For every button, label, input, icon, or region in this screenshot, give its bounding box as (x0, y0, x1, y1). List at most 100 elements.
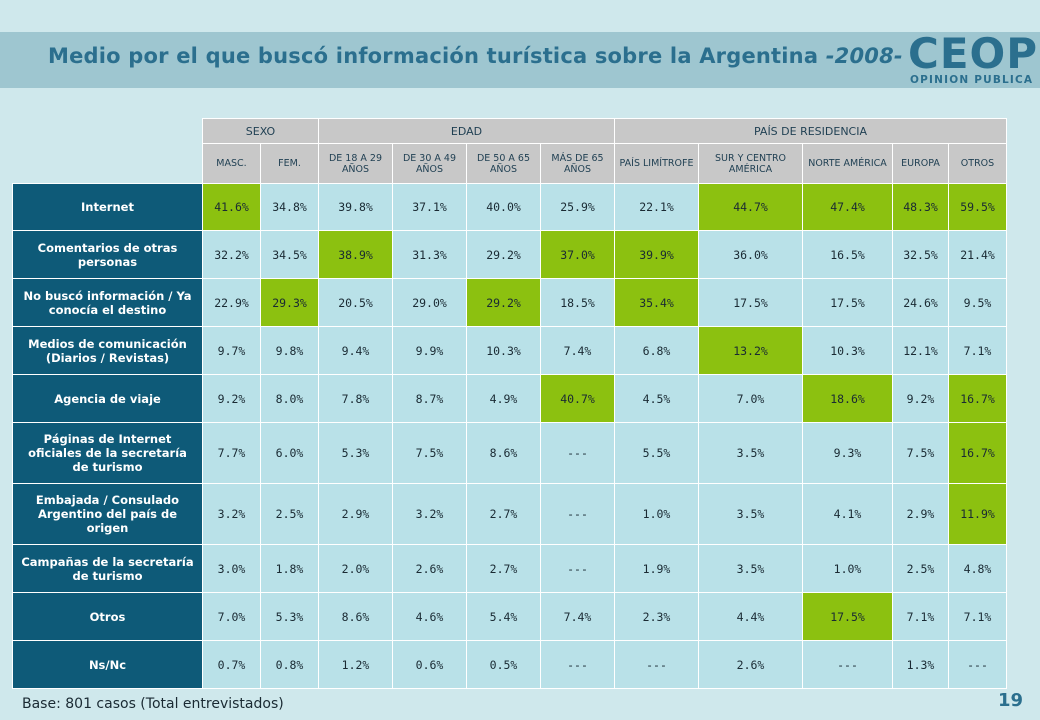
table-cell: 10.3% (466, 326, 541, 375)
group-header: EDAD (318, 118, 615, 144)
table-cell: 7.0% (698, 374, 803, 423)
row-label: No buscó información / Ya conocía el des… (12, 278, 203, 327)
table-cell: 5.4% (466, 592, 541, 641)
column-header: MASC. (202, 143, 261, 184)
row-label: Embajada / Consulado Argentino del país … (12, 483, 203, 545)
column-header-row: MASC. FEM. DE 18 A 29 AÑOS DE 30 A 49 AÑOS D… (12, 143, 1007, 184)
table-cell: 16.7% (948, 374, 1007, 423)
table-cell: 1.9% (614, 544, 699, 593)
table-cell: 5.3% (260, 592, 319, 641)
table-cell: 0.6% (392, 640, 467, 689)
table-cell: 44.7% (698, 183, 803, 231)
table-cell: 22.1% (614, 183, 699, 231)
table-cell: 8.6% (318, 592, 393, 641)
table-cell: 7.1% (892, 592, 949, 641)
table-cell: 1.2% (318, 640, 393, 689)
table-cell: 3.2% (392, 483, 467, 545)
column-header: PAÍS LIMÍTROFE (614, 143, 699, 184)
table-cell: 17.5% (698, 278, 803, 327)
table-cell: 2.5% (260, 483, 319, 545)
table-cell: 29.2% (466, 230, 541, 279)
table-row: Embajada / Consulado Argentino del país … (12, 483, 1007, 545)
table-cell: 0.7% (202, 640, 261, 689)
table-row: Ns/Nc 0.7% 0.8% 1.2% 0.6% 0.5% --- --- 2.6% --- 1.… (12, 640, 1007, 689)
table-cell: 2.9% (892, 483, 949, 545)
table-cell: 13.2% (698, 326, 803, 375)
table-cell: 4.5% (614, 374, 699, 423)
table-cell: 9.4% (318, 326, 393, 375)
table-cell: --- (540, 544, 615, 593)
corner-blank (12, 118, 203, 144)
table-cell: 7.1% (948, 592, 1007, 641)
title-text: Medio por el que buscó información turís… (48, 44, 826, 68)
row-label: Medios de comunicación (Diarios / Revist… (12, 326, 203, 375)
table-cell: 40.7% (540, 374, 615, 423)
table-cell: --- (948, 640, 1007, 689)
table-row: Comentarios de otras personas 32.2% 34.5% 3… (12, 230, 1007, 279)
table-cell: 29.0% (392, 278, 467, 327)
table-cell: 21.4% (948, 230, 1007, 279)
column-header: MÁS DE 65 AÑOS (540, 143, 615, 184)
table-cell: 6.8% (614, 326, 699, 375)
table-cell: 4.8% (948, 544, 1007, 593)
table-cell: 1.0% (614, 483, 699, 545)
table-cell: 7.4% (540, 326, 615, 375)
table-row: Medios de comunicación (Diarios / Revist… (12, 326, 1007, 375)
table-cell: 4.6% (392, 592, 467, 641)
column-header: NORTE AMÉRICA (802, 143, 893, 184)
table-cell: 1.3% (892, 640, 949, 689)
table-cell: 29.3% (260, 278, 319, 327)
table-cell: --- (614, 640, 699, 689)
table-cell: 37.1% (392, 183, 467, 231)
table-cell: 3.5% (698, 544, 803, 593)
table-row: Campañas de la secretaría de turismo 3.0%… (12, 544, 1007, 593)
logo-subtitle: OPINION PUBLICA (910, 74, 1034, 86)
table-cell: 35.4% (614, 278, 699, 327)
table-cell: 16.7% (948, 422, 1007, 484)
table-cell: --- (802, 640, 893, 689)
table-cell: 2.7% (466, 544, 541, 593)
table-cell: 2.9% (318, 483, 393, 545)
table-cell: 7.7% (202, 422, 261, 484)
table-cell: 29.2% (466, 278, 541, 327)
table-cell: 3.0% (202, 544, 261, 593)
table-cell: 1.8% (260, 544, 319, 593)
table-cell: 59.5% (948, 183, 1007, 231)
table-cell: 34.5% (260, 230, 319, 279)
table-cell: 17.5% (802, 592, 893, 641)
column-header: EUROPA (892, 143, 949, 184)
table-cell: 18.5% (540, 278, 615, 327)
table-cell: 39.9% (614, 230, 699, 279)
table-cell: 2.6% (392, 544, 467, 593)
table-cell: 2.5% (892, 544, 949, 593)
table-cell: 25.9% (540, 183, 615, 231)
table-cell: 4.4% (698, 592, 803, 641)
table-cell: 9.3% (802, 422, 893, 484)
table-cell: 0.5% (466, 640, 541, 689)
table-cell: --- (540, 640, 615, 689)
ceop-logo: CEOP OPINION PUBLICA (904, 30, 1037, 90)
title-band (0, 32, 1040, 88)
column-header: DE 50 A 65 AÑOS (466, 143, 541, 184)
table-cell: 40.0% (466, 183, 541, 231)
table-row: Páginas de Internet oficiales de la secr… (12, 422, 1007, 484)
table-cell: 1.0% (802, 544, 893, 593)
table-row: Internet 41.6% 34.8% 39.8% 37.1% 40.0% 25.9% 22… (12, 183, 1007, 231)
table-cell: 22.9% (202, 278, 261, 327)
row-label: Agencia de viaje (12, 374, 203, 423)
group-header-row: SEXO EDAD PAÍS DE RESIDENCIA (12, 118, 1007, 144)
row-label: Campañas de la secretaría de turismo (12, 544, 203, 593)
table-row: No buscó información / Ya conocía el des… (12, 278, 1007, 327)
corner-blank (12, 143, 203, 184)
table-cell: 24.6% (892, 278, 949, 327)
base-note: Base: 801 casos (Total entrevistados) (22, 696, 284, 712)
table-cell: 4.1% (802, 483, 893, 545)
table-cell: 12.1% (892, 326, 949, 375)
table-cell: 7.0% (202, 592, 261, 641)
column-header: DE 30 A 49 AÑOS (392, 143, 467, 184)
table-cell: 41.6% (202, 183, 261, 231)
table-cell: 11.9% (948, 483, 1007, 545)
table-cell: 38.9% (318, 230, 393, 279)
table-cell: 8.6% (466, 422, 541, 484)
table-cell: 47.4% (802, 183, 893, 231)
